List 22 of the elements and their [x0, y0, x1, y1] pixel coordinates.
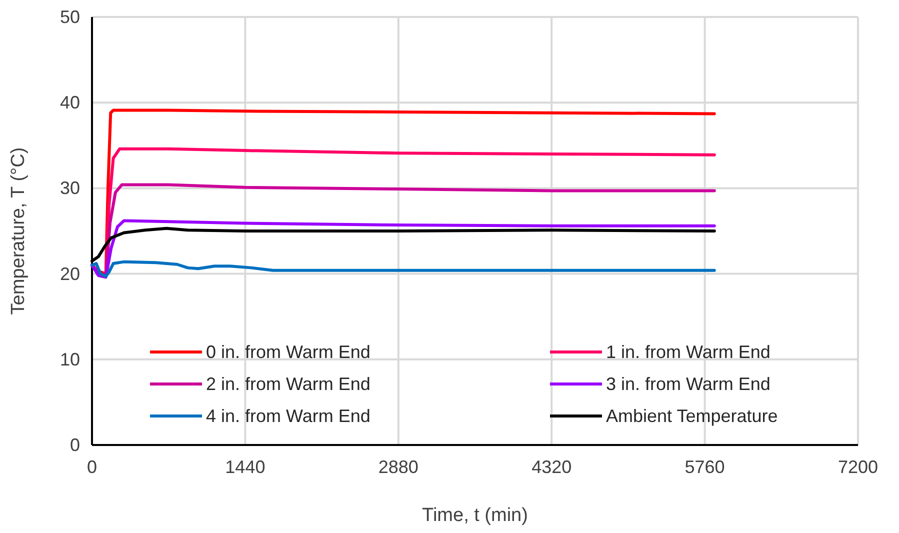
- y-tick-label: 0: [70, 435, 80, 455]
- legend-label: Ambient Temperature: [606, 406, 778, 426]
- y-tick-label: 40: [60, 92, 80, 113]
- line-series: [90, 219, 716, 279]
- y-tick-label: 50: [60, 7, 80, 27]
- x-tick-label: 1440: [225, 457, 266, 477]
- legend-label: 3 in. from Warm End: [606, 374, 770, 394]
- legend-label: 4 in. from Warm End: [206, 406, 370, 426]
- legend-label: 2 in. from Warm End: [206, 374, 370, 394]
- line-series: [90, 260, 716, 278]
- x-tick-label: 4320: [532, 457, 572, 477]
- y-axis-title: Temperature, T (°C): [8, 147, 29, 315]
- x-tick-label: 5760: [684, 457, 725, 477]
- x-tick-label: 7200: [838, 457, 878, 477]
- x-axis-title: Time, t (min): [422, 505, 528, 526]
- x-tick-label: 0: [86, 457, 98, 477]
- legend-label: 0 in. from Warm End: [206, 342, 370, 362]
- legend-label: 1 in. from Warm End: [606, 342, 770, 362]
- x-tick-label: 2880: [378, 457, 418, 477]
- y-tick-label: 10: [60, 349, 80, 370]
- y-tick-label: 20: [60, 264, 80, 284]
- y-tick-label: 30: [60, 178, 80, 198]
